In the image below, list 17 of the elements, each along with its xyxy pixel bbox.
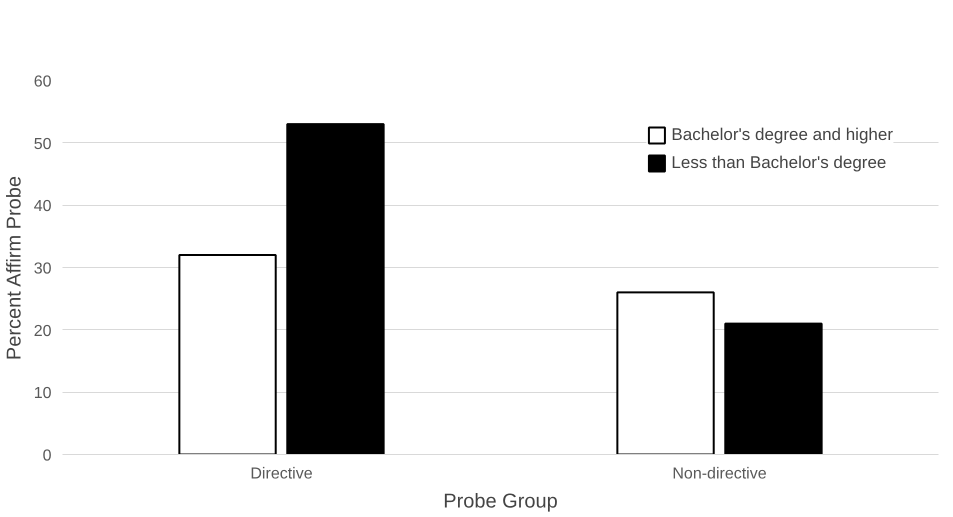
bar	[724, 322, 823, 454]
bar	[616, 291, 715, 454]
x-axis-title: Probe Group	[443, 490, 558, 512]
bar	[178, 254, 277, 454]
bar	[286, 123, 385, 454]
y-tick-label: 10	[34, 385, 52, 402]
y-tick-label: 30	[34, 260, 52, 278]
legend-label: Less than Bachelor's degree	[671, 153, 886, 173]
legend-label: Bachelor's degree and higher	[671, 125, 893, 145]
y-tick-label: 20	[34, 322, 52, 340]
y-tick-label: 0	[42, 448, 52, 464]
x-tick-label: Non-directive	[672, 466, 767, 482]
x-tick-label: Directive	[250, 466, 313, 482]
y-axis-title: Percent Affirm Probe	[4, 176, 26, 360]
y-tick-label: 50	[34, 136, 52, 153]
y-tick-label: 60	[34, 74, 52, 90]
y-tick-label: 40	[34, 198, 52, 216]
